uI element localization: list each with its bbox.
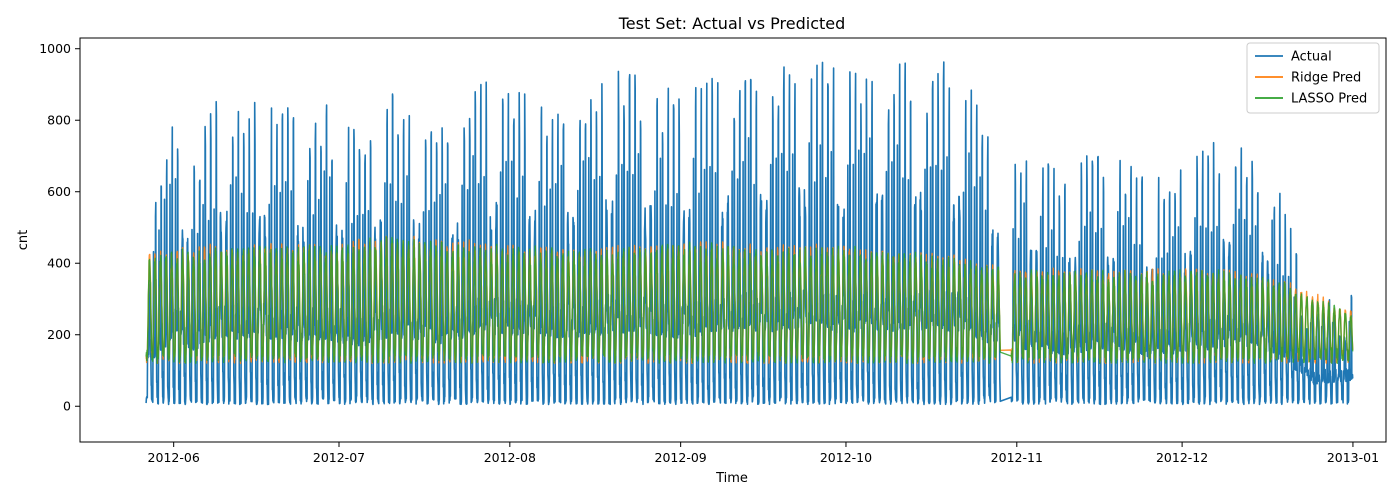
x-tick-label: 2012-06 (148, 450, 200, 465)
series-line-actual (145, 61, 1354, 406)
x-axis-title: Time (715, 471, 748, 486)
x-tick-label: 2012-07 (313, 450, 365, 465)
legend-label: LASSO Pred (1291, 92, 1367, 107)
y-tick-label: 600 (47, 184, 71, 199)
series-line-lasso-pred (145, 236, 1354, 364)
x-axis: 2012-06 2012-07 2012-08 2012-09 2012-10 2012-… (148, 442, 1379, 465)
y-tick-label: 0 (63, 399, 71, 414)
x-tick-label: 2012-11 (991, 450, 1043, 465)
legend-label: Ridge Pred (1291, 71, 1361, 86)
y-tick-label: 400 (47, 256, 71, 271)
legend-box (1246, 42, 1380, 114)
x-tick-label: 2012-10 (820, 450, 872, 465)
y-tick-label: 200 (47, 327, 71, 342)
y-axis-title: cnt (16, 230, 31, 250)
plot-area (145, 61, 1354, 406)
legend: Actual Ridge Pred LASSO Pred (1246, 42, 1380, 114)
legend-label: Actual (1291, 50, 1332, 65)
y-axis: 0 200 400 600 800 1000 (39, 41, 80, 414)
x-tick-label: 2012-08 (484, 450, 536, 465)
y-tick-label: 800 (47, 113, 71, 128)
y-tick-label: 1000 (39, 41, 71, 56)
plot-frame (79, 37, 1387, 443)
x-tick-label: 2013-01 (1327, 450, 1379, 465)
x-tick-label: 2012-12 (1156, 450, 1208, 465)
x-tick-label: 2012-09 (655, 450, 707, 465)
chart-title: Test Set: Actual vs Predicted (618, 14, 846, 33)
